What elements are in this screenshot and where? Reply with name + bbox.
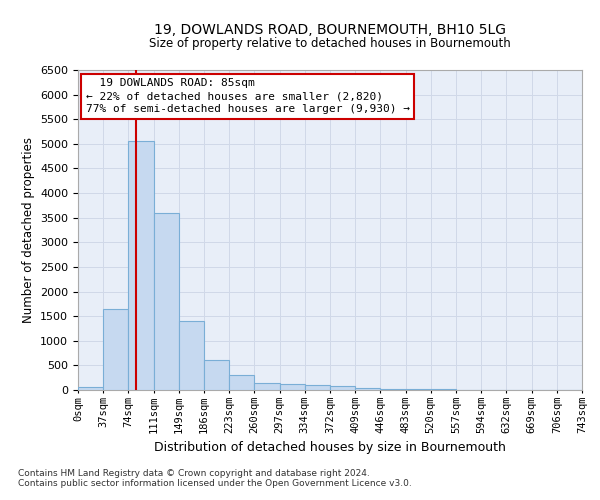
Bar [406,389,431,390]
Bar [380,388,406,390]
Y-axis label: Number of detached properties: Number of detached properties [22,137,35,323]
Bar [128,141,154,390]
Bar [154,213,179,390]
Text: Contains HM Land Registry data © Crown copyright and database right 2024.: Contains HM Land Registry data © Crown c… [18,468,370,477]
Bar [103,309,128,390]
Text: 19, DOWLANDS ROAD, BOURNEMOUTH, BH10 5LG: 19, DOWLANDS ROAD, BOURNEMOUTH, BH10 5LG [154,22,506,36]
Bar [280,384,305,390]
Bar [330,386,355,390]
Text: Contains public sector information licensed under the Open Government Licence v3: Contains public sector information licen… [18,478,412,488]
Bar [229,375,254,390]
Bar [254,382,280,390]
X-axis label: Distribution of detached houses by size in Bournemouth: Distribution of detached houses by size … [154,442,506,454]
Bar [179,321,204,390]
Bar [305,385,330,390]
Bar [78,388,103,390]
Text: 19 DOWLANDS ROAD: 85sqm
← 22% of detached houses are smaller (2,820)
77% of semi: 19 DOWLANDS ROAD: 85sqm ← 22% of detache… [86,78,410,114]
Text: Size of property relative to detached houses in Bournemouth: Size of property relative to detached ho… [149,38,511,51]
Bar [204,360,229,390]
Bar [355,388,380,390]
